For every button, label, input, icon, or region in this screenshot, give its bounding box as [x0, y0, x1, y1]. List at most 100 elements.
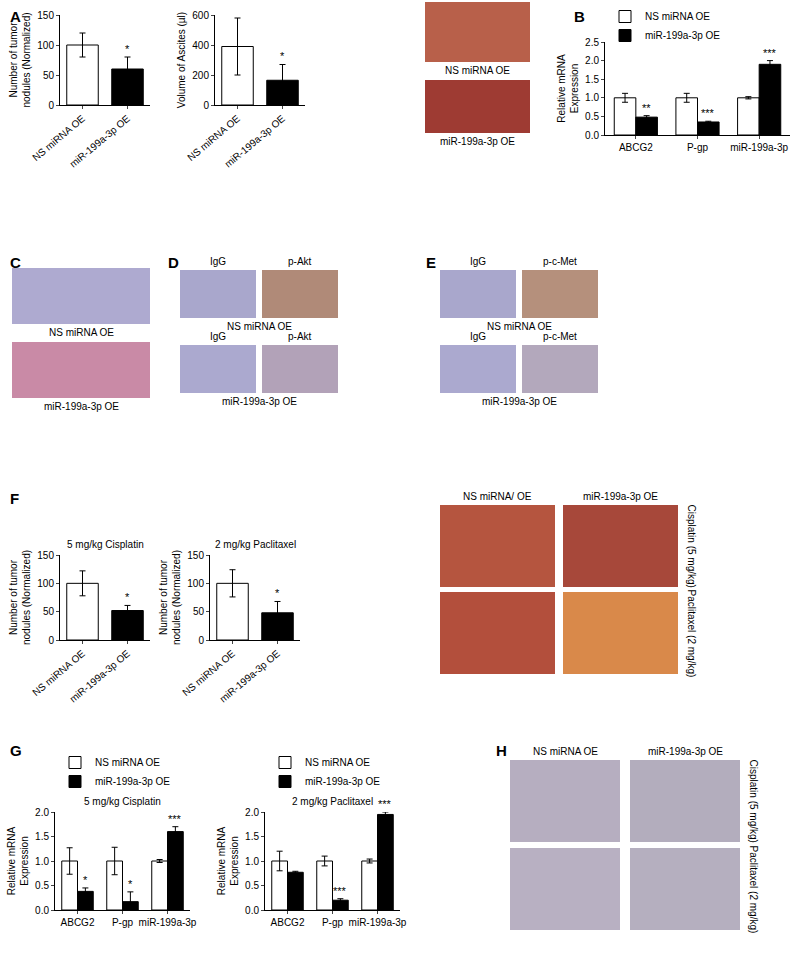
svg-text:2.0: 2.0 [585, 55, 599, 66]
svg-text:IgG: IgG [470, 331, 486, 342]
svg-text:NS miRNA OE: NS miRNA OE [533, 746, 598, 757]
svg-text:***: *** [701, 107, 715, 119]
svg-text:F: F [10, 490, 19, 507]
svg-text:p-c-Met: p-c-Met [543, 256, 577, 267]
svg-text:miR-199a-3p OE: miR-199a-3p OE [217, 648, 282, 705]
svg-text:NS miRNA OE: NS miRNA OE [185, 113, 242, 163]
svg-text:IgG: IgG [210, 331, 226, 342]
svg-text:P-gp: P-gp [112, 917, 134, 928]
svg-text:*: * [275, 587, 280, 599]
svg-text:B: B [574, 8, 585, 25]
svg-text:150: 150 [37, 10, 54, 21]
svg-text:Paclitaxel (2 mg/kg): Paclitaxel (2 mg/kg) [748, 846, 759, 934]
svg-text:miR-199a-3p OE: miR-199a-3p OE [648, 746, 723, 757]
svg-text:miR-199a-3p: miR-199a-3p [139, 917, 197, 928]
svg-text:***: *** [378, 798, 392, 810]
svg-text:*: * [83, 874, 88, 886]
svg-text:P-gp: P-gp [687, 142, 709, 153]
svg-text:2.0: 2.0 [245, 807, 259, 818]
svg-text:0.0: 0.0 [245, 905, 259, 916]
svg-text:Paclitaxel (2 mg/kg): Paclitaxel (2 mg/kg) [686, 590, 697, 678]
svg-text:100: 100 [37, 578, 54, 589]
svg-text:miR-199a-3p OE: miR-199a-3p OE [44, 401, 119, 412]
svg-text:H: H [496, 742, 507, 759]
svg-text:Relative mRNAExpression: Relative mRNAExpression [556, 54, 580, 123]
svg-text:0: 0 [198, 635, 204, 646]
svg-text:miR-199a-3p OE: miR-199a-3p OE [645, 30, 720, 41]
svg-text:50: 50 [43, 606, 55, 617]
svg-text:NS miRNA OE: NS miRNA OE [445, 65, 510, 76]
svg-text:***: *** [333, 885, 347, 897]
svg-text:p-Akt: p-Akt [288, 256, 312, 267]
svg-text:2 mg/kg Paclitaxel: 2 mg/kg Paclitaxel [215, 539, 296, 550]
svg-text:miR-199a-3p OE: miR-199a-3p OE [583, 491, 658, 502]
svg-text:150: 150 [187, 550, 204, 561]
svg-text:Number of tumornodules (Normal: Number of tumornodules (Normalized) [8, 12, 32, 107]
svg-text:5 mg/kg Cisplatin: 5 mg/kg Cisplatin [84, 796, 161, 807]
svg-text:Number of tumornodules (Normal: Number of tumornodules (Normalized) [158, 550, 182, 645]
svg-text:200: 200 [192, 70, 209, 81]
svg-text:*: * [280, 50, 285, 62]
svg-text:2.5: 2.5 [585, 37, 599, 48]
svg-text:NS miRNA OE: NS miRNA OE [95, 757, 160, 768]
svg-text:ABCG2: ABCG2 [61, 917, 95, 928]
svg-text:IgG: IgG [470, 256, 486, 267]
svg-text:2.0: 2.0 [35, 807, 49, 818]
svg-text:100: 100 [37, 40, 54, 51]
svg-text:0: 0 [203, 100, 209, 111]
svg-text:2 mg/kg Paclitaxel: 2 mg/kg Paclitaxel [292, 796, 373, 807]
svg-text:P-gp: P-gp [322, 917, 344, 928]
svg-text:0: 0 [48, 100, 54, 111]
svg-text:Cisplatin (5 mg/kg): Cisplatin (5 mg/kg) [686, 505, 697, 588]
svg-text:*: * [125, 43, 130, 55]
svg-text:1.0: 1.0 [245, 856, 259, 867]
svg-text:p-Akt: p-Akt [288, 331, 312, 342]
svg-text:5 mg/kg Cisplatin: 5 mg/kg Cisplatin [67, 539, 144, 550]
svg-text:0.0: 0.0 [585, 130, 599, 141]
svg-text:miR-199a-3p: miR-199a-3p [349, 917, 407, 928]
svg-text:150: 150 [37, 550, 54, 561]
svg-text:*: * [128, 878, 133, 890]
svg-text:50: 50 [193, 606, 205, 617]
svg-text:ABCG2: ABCG2 [271, 917, 305, 928]
svg-text:miR-199a-3p OE: miR-199a-3p OE [440, 136, 515, 147]
svg-text:NS miRNA OE: NS miRNA OE [30, 648, 87, 698]
svg-text:**: ** [642, 102, 651, 114]
svg-text:miR-199a-3p: miR-199a-3p [730, 142, 788, 153]
svg-text:0.5: 0.5 [585, 111, 599, 122]
svg-text:1.0: 1.0 [585, 92, 599, 103]
svg-text:NS miRNA OE: NS miRNA OE [487, 321, 552, 332]
svg-text:1.0: 1.0 [35, 856, 49, 867]
svg-text:miR-199a-3p OE: miR-199a-3p OE [222, 113, 287, 170]
svg-text:Relative mRNAExpression: Relative mRNAExpression [6, 827, 30, 896]
svg-text:NS miRNA OE: NS miRNA OE [30, 113, 87, 163]
svg-text:Number of tumornodules (Normal: Number of tumornodules (Normalized) [8, 550, 32, 645]
svg-text:1.5: 1.5 [585, 74, 599, 85]
svg-text:miR-199a-3p OE: miR-199a-3p OE [222, 396, 297, 407]
svg-text:0.5: 0.5 [245, 880, 259, 891]
svg-text:Cisplatin (5 mg/kg): Cisplatin (5 mg/kg) [748, 760, 759, 843]
svg-text:NS miRNA OE: NS miRNA OE [645, 11, 710, 22]
svg-text:miR-199a-3p OE: miR-199a-3p OE [305, 776, 380, 787]
svg-text:D: D [168, 254, 179, 271]
svg-text:1.5: 1.5 [245, 831, 259, 842]
svg-text:50: 50 [43, 70, 55, 81]
svg-text:E: E [426, 254, 436, 271]
svg-text:miR-199a-3p OE: miR-199a-3p OE [95, 776, 170, 787]
svg-text:600: 600 [192, 10, 209, 21]
svg-text:NS miRNA/ OE: NS miRNA/ OE [463, 491, 532, 502]
svg-text:0: 0 [48, 635, 54, 646]
svg-text:miR-199a-3p OE: miR-199a-3p OE [67, 113, 132, 170]
svg-text:100: 100 [187, 578, 204, 589]
svg-text:IgG: IgG [210, 256, 226, 267]
svg-text:A: A [10, 8, 21, 25]
svg-text:G: G [10, 742, 22, 759]
svg-text:miR-199a-3p OE: miR-199a-3p OE [482, 396, 557, 407]
svg-text:***: *** [168, 813, 182, 825]
svg-text:*: * [125, 591, 130, 603]
svg-text:1.5: 1.5 [35, 831, 49, 842]
svg-text:0.0: 0.0 [35, 905, 49, 916]
svg-text:NS miRNA OE: NS miRNA OE [227, 321, 292, 332]
svg-text:NS miRNA OE: NS miRNA OE [49, 327, 114, 338]
svg-text:***: *** [763, 47, 777, 59]
